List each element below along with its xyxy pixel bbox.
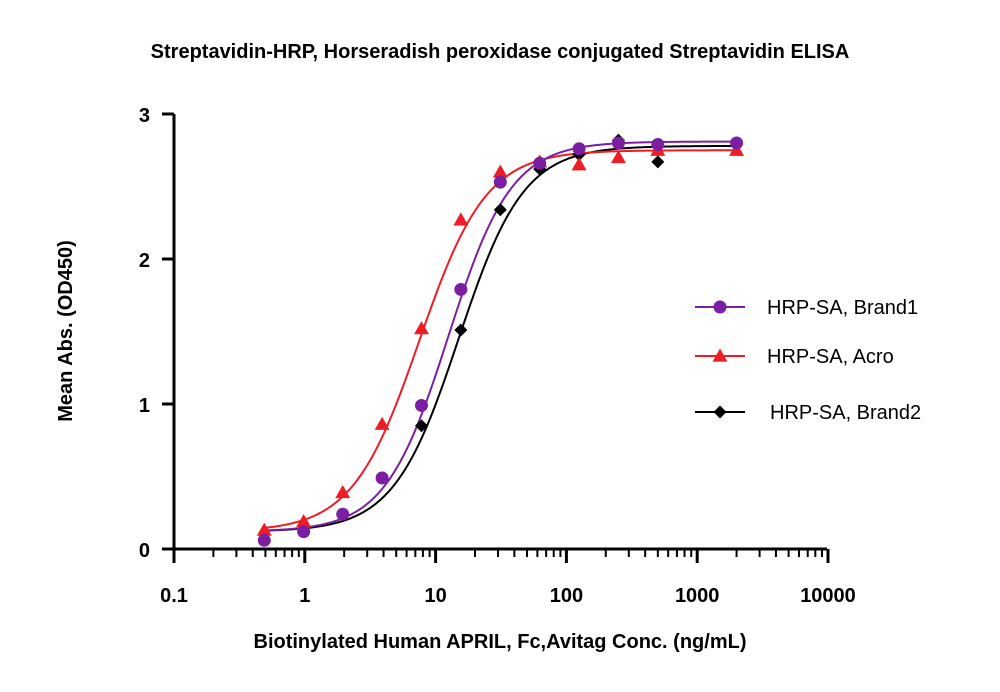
x-axis-ticks: 0.1 1 10 100 1000 10000 xyxy=(160,549,856,607)
data-point xyxy=(414,419,428,433)
data-point xyxy=(571,157,587,171)
x-tick-label: 1000 xyxy=(675,585,720,607)
legend-label: HRP-SA, Brand1 xyxy=(767,297,918,319)
data-point xyxy=(533,156,547,170)
data-point xyxy=(610,150,626,164)
data-point xyxy=(297,525,311,539)
y-tick-label: 2 xyxy=(139,250,150,272)
y-axis-title: Mean Abs. (OD450) xyxy=(55,240,77,422)
x-tick-label: 1 xyxy=(299,585,310,607)
data-point xyxy=(375,471,389,485)
legend-marker xyxy=(713,405,727,419)
data-point xyxy=(454,282,468,296)
fit-curve xyxy=(264,140,737,532)
data-point xyxy=(413,321,429,335)
data-point xyxy=(414,398,428,412)
data-point xyxy=(454,323,468,337)
data-point xyxy=(256,522,272,536)
data-point xyxy=(296,513,312,528)
x-tick-label: 0.1 xyxy=(160,585,188,607)
data-point xyxy=(611,136,625,150)
x-tick-label: 10 xyxy=(424,585,446,607)
x-tick-label: 10000 xyxy=(800,585,856,607)
y-axis-ticks: 0 1 2 3 xyxy=(139,105,174,562)
data-points xyxy=(256,133,745,547)
legend-marker xyxy=(712,348,728,362)
legend-label: HRP-SA, Brand2 xyxy=(770,402,921,424)
data-point xyxy=(651,155,665,169)
legend-label: HRP-SA, Acro xyxy=(767,346,894,368)
legend: HRP-SA, Brand1 HRP-SA, Acro HRP-SA, Brand2 xyxy=(695,297,921,424)
x-axis-title: Biotinylated Human APRIL, Fc,Avitag Conc… xyxy=(254,631,747,653)
y-tick-label: 3 xyxy=(139,105,150,127)
x-tick-label: 100 xyxy=(550,585,583,607)
data-point xyxy=(336,507,350,521)
data-point xyxy=(493,175,507,189)
data-point xyxy=(257,533,271,547)
data-point xyxy=(374,416,390,430)
chart-title: Streptavidin-HRP, Horseradish peroxidase… xyxy=(151,41,850,63)
y-tick-label: 0 xyxy=(139,540,150,562)
data-point xyxy=(572,142,586,156)
data-point xyxy=(730,136,744,150)
y-tick-label: 1 xyxy=(139,395,150,417)
data-point xyxy=(453,212,469,226)
fit-curves xyxy=(264,140,737,532)
data-point xyxy=(492,164,508,178)
data-point xyxy=(335,484,351,499)
plot-area: 0 1 2 3 0.1 1 10 100 1000 10000 xyxy=(139,105,856,607)
data-point xyxy=(493,203,507,217)
legend-marker xyxy=(713,300,727,314)
data-point xyxy=(651,137,665,151)
